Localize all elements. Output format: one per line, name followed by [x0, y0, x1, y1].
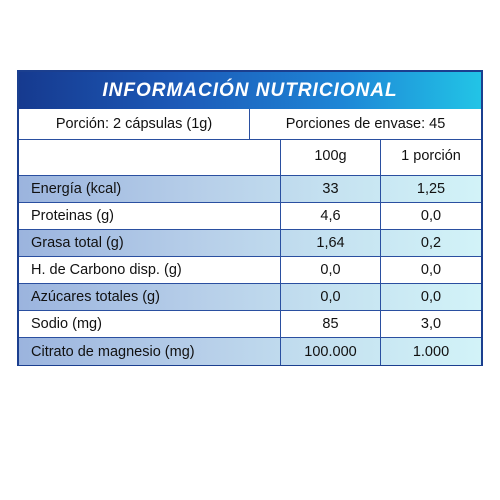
header-per-100g: 100g	[281, 140, 381, 175]
table-row: Grasa total (g) 1,64 0,2	[19, 230, 481, 257]
header-nutrient	[19, 140, 281, 175]
value-per-100g: 4,6	[281, 203, 381, 229]
value-per-100g: 85	[281, 311, 381, 337]
nutrition-title: INFORMACIÓN NUTRICIONAL	[19, 72, 481, 109]
nutrient-name: Citrato de magnesio (mg)	[19, 338, 281, 365]
value-per-portion: 0,0	[420, 208, 442, 224]
nutrient-name: Azúcares totales (g)	[19, 284, 281, 310]
nutrient-name: H. de Carbono disp. (g)	[19, 257, 281, 283]
value-per-portion: 3,0	[420, 316, 442, 332]
table-row: Sodio (mg) 85 3,0	[19, 311, 481, 338]
table-row: Citrato de magnesio (mg) 100.000 1.000	[19, 338, 481, 365]
header-per-portion: 1 porción	[401, 148, 461, 164]
table-row: Energía (kcal) 33 1,25	[19, 176, 481, 203]
nutrition-facts-panel: INFORMACIÓN NUTRICIONAL Porción: 2 cápsu…	[17, 70, 483, 366]
table-row: Azúcares totales (g) 0,0 0,0	[19, 284, 481, 311]
value-per-100g: 33	[281, 176, 381, 202]
serving-size: Porción: 2 cápsulas (1g)	[19, 109, 250, 139]
value-per-100g: 0,0	[281, 284, 381, 310]
value-per-100g: 100.000	[281, 338, 381, 365]
nutrient-name: Proteinas (g)	[19, 203, 281, 229]
value-per-100g: 0,0	[281, 257, 381, 283]
nutrient-name: Sodio (mg)	[19, 311, 281, 337]
value-per-portion: 1,25	[416, 181, 446, 197]
table-header-row: 100g 1 porción	[19, 140, 481, 176]
servings-per-container: Porciones de envase: 45	[285, 116, 446, 132]
portion-info-row: Porción: 2 cápsulas (1g) Porciones de en…	[19, 109, 481, 140]
nutrition-table: 100g 1 porción Energía (kcal) 33 1,25 Pr…	[19, 140, 481, 365]
nutrient-name: Grasa total (g)	[19, 230, 281, 256]
table-row: Proteinas (g) 4,6 0,0	[19, 203, 481, 230]
value-per-portion: 0,0	[420, 262, 442, 278]
table-row: H. de Carbono disp. (g) 0,0 0,0	[19, 257, 481, 284]
nutrient-name: Energía (kcal)	[19, 176, 281, 202]
value-per-portion: 1.000	[412, 343, 450, 360]
value-per-100g: 1,64	[281, 230, 381, 256]
value-per-portion: 0,2	[420, 235, 442, 251]
value-per-portion: 0,0	[420, 289, 442, 305]
